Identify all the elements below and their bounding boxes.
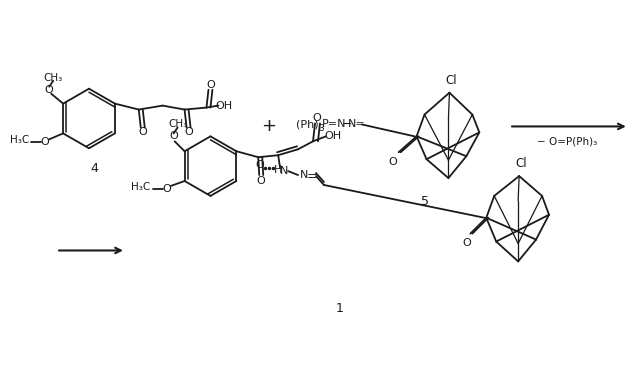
Text: O: O bbox=[138, 127, 147, 137]
Text: O: O bbox=[163, 184, 171, 194]
Text: 5: 5 bbox=[420, 195, 429, 208]
Text: O: O bbox=[45, 85, 54, 95]
Text: O: O bbox=[462, 238, 471, 247]
Text: OH: OH bbox=[324, 131, 342, 141]
Text: 4: 4 bbox=[90, 162, 98, 175]
Text: N: N bbox=[280, 166, 289, 176]
Text: H₃C: H₃C bbox=[131, 182, 150, 192]
Text: CH₃: CH₃ bbox=[44, 73, 63, 83]
Text: +: + bbox=[260, 117, 276, 135]
Text: Cl: Cl bbox=[445, 74, 457, 87]
Text: P=N: P=N bbox=[322, 119, 346, 130]
Text: O: O bbox=[206, 80, 215, 90]
Text: 3: 3 bbox=[318, 124, 324, 133]
Text: −: − bbox=[342, 118, 353, 131]
Text: O: O bbox=[388, 157, 397, 167]
Text: H: H bbox=[274, 165, 282, 175]
Text: N=: N= bbox=[348, 119, 365, 130]
Text: Cl: Cl bbox=[515, 157, 527, 170]
Text: O: O bbox=[256, 160, 264, 170]
Text: O: O bbox=[257, 176, 266, 186]
Text: OH: OH bbox=[216, 101, 233, 111]
Text: H₃C: H₃C bbox=[10, 135, 29, 145]
Text: 1: 1 bbox=[336, 302, 344, 314]
Text: O: O bbox=[41, 137, 49, 147]
Text: O: O bbox=[184, 127, 193, 137]
Text: =: = bbox=[307, 169, 317, 183]
Text: (Ph): (Ph) bbox=[296, 119, 319, 130]
Text: O: O bbox=[170, 131, 178, 141]
Text: O: O bbox=[312, 112, 321, 123]
Text: − O=P(Ph)₃: − O=P(Ph)₃ bbox=[537, 136, 597, 146]
Text: N: N bbox=[300, 170, 308, 180]
Text: CH₃: CH₃ bbox=[168, 119, 188, 130]
